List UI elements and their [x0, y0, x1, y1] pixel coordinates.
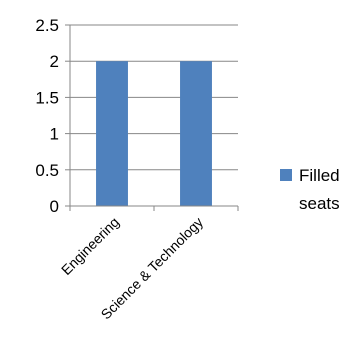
- y-tick-labels: 0 0.5 1 1.5 2 2.5: [35, 16, 59, 216]
- bars: [96, 61, 212, 207]
- legend-swatch: [280, 169, 292, 181]
- legend-label-line1: Filled: [299, 166, 340, 185]
- axes: [65, 24, 239, 211]
- y-tick-label: 0.5: [35, 161, 59, 180]
- legend: Filled seats: [280, 166, 340, 213]
- y-tick-label: 1.5: [35, 88, 59, 107]
- bar-1: [180, 61, 212, 207]
- legend-label-line2: seats: [299, 194, 340, 213]
- gridlines: [70, 24, 238, 171]
- y-tick-label: 1: [50, 125, 59, 144]
- y-tick-label: 0: [50, 197, 59, 216]
- y-tick-label: 2.5: [35, 16, 59, 35]
- bar-0: [96, 61, 128, 207]
- x-tick-label: Engineering: [58, 214, 122, 278]
- y-tick-label: 2: [50, 52, 59, 71]
